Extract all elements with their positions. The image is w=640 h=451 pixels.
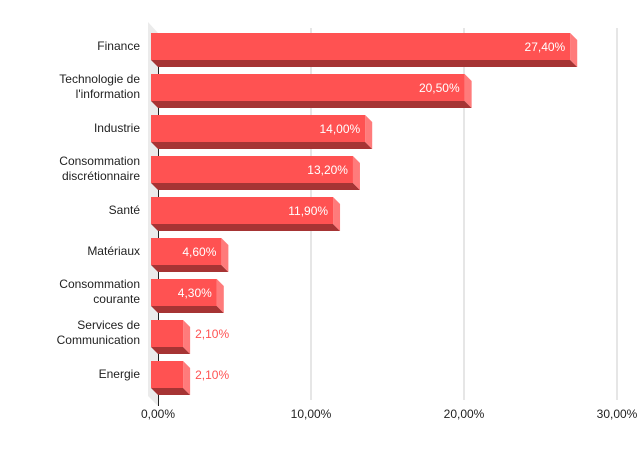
- bar-bottom-face: [151, 265, 229, 272]
- category-label: Santé: [108, 202, 140, 217]
- bar-value-label: 4,60%: [182, 245, 217, 259]
- category-label: Energie: [98, 366, 140, 381]
- x-axis-tick-label: 0,00%: [140, 407, 176, 421]
- bar-front-face: [151, 156, 353, 183]
- bar-bottom-face: [151, 60, 578, 67]
- bar-bottom-face: [151, 306, 224, 313]
- bar-side-face: [464, 74, 472, 108]
- category-label: Technologie de l'information: [59, 72, 140, 101]
- category-label: Consommation discrétionnaire: [59, 154, 140, 183]
- bar-front-face: [151, 320, 184, 347]
- bar-side-face: [183, 361, 191, 395]
- bar-side-face: [221, 238, 229, 272]
- bar-value-label: 2,10%: [195, 368, 230, 382]
- bar-bottom-face: [151, 347, 191, 354]
- bar-bottom-face: [151, 224, 341, 231]
- bar-side-face: [333, 197, 341, 231]
- bar-value-label: 13,20%: [307, 163, 348, 177]
- bar-side-face: [183, 320, 191, 354]
- bar-bottom-face: [151, 183, 360, 190]
- bar-bottom-face: [151, 101, 472, 108]
- bar-front-face: [151, 361, 184, 388]
- bar-value-label: 2,10%: [195, 327, 230, 341]
- bar-front-face: [151, 279, 217, 306]
- x-axis-tick-label: 20,00%: [443, 407, 485, 421]
- bar-value-label: 27,40%: [524, 40, 566, 54]
- bar-front-face: [151, 115, 366, 142]
- category-label: Services de Communication: [56, 318, 140, 347]
- x-axis-tick-label: 30,00%: [596, 407, 638, 421]
- bar-side-face: [352, 156, 360, 190]
- bar-front-face: [151, 238, 222, 265]
- bar-value-label: 4,30%: [177, 286, 212, 300]
- bar-bottom-face: [151, 388, 191, 395]
- category-label: Finance: [97, 38, 140, 53]
- category-label: Matériaux: [87, 243, 140, 258]
- category-label: Industrie: [93, 120, 140, 135]
- bar-front-face: [151, 197, 334, 224]
- bar-side-face: [216, 279, 224, 313]
- bar-front-face: [151, 74, 465, 101]
- bar-value-label: 11,90%: [288, 204, 329, 218]
- bar-front-face: [151, 33, 571, 60]
- x-axis-tick-label: 10,00%: [290, 407, 332, 421]
- bar-bottom-face: [151, 142, 373, 149]
- bar-side-face: [570, 33, 578, 67]
- bar-side-face: [365, 115, 373, 149]
- bar-value-label: 14,00%: [319, 122, 361, 136]
- category-label: Consommation courante: [59, 277, 140, 306]
- bar-value-label: 20,50%: [418, 81, 460, 95]
